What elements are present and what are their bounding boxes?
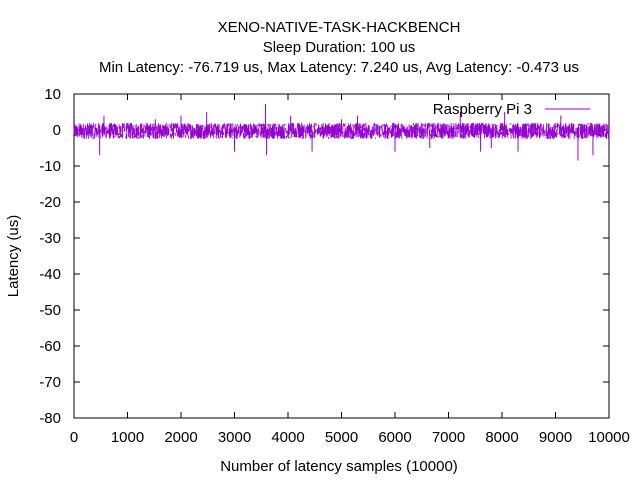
x-tick-label: 1000 (111, 429, 144, 446)
y-tick-label: -20 (39, 194, 61, 211)
y-tick-label: -80 (39, 410, 61, 427)
x-tick-label: 10000 (588, 429, 630, 446)
y-tick-label: 10 (44, 86, 61, 103)
plot-frame (73, 93, 610, 419)
legend-label: Raspberry Pi 3 (433, 101, 532, 118)
x-tick-label: 5000 (325, 429, 358, 446)
x-axis-label: Number of latency samples (10000) (220, 458, 458, 475)
chart-subtitle-sleep: Sleep Duration: 100 us (263, 39, 416, 56)
y-tick-label: -50 (39, 302, 61, 319)
y-tick-label: -70 (39, 374, 61, 391)
chart-subtitle-stats: Min Latency: -76.719 us, Max Latency: 7.… (99, 59, 579, 76)
x-tick-label: 2000 (164, 429, 197, 446)
chart-title: XENO-NATIVE-TASK-HACKBENCH (218, 19, 461, 36)
x-tick-label: 6000 (378, 429, 411, 446)
series-raspberry-pi-3 (73, 104, 610, 161)
x-tick-label: 8000 (485, 429, 518, 446)
x-tick-label: 3000 (218, 429, 251, 446)
x-tick-label: 9000 (539, 429, 572, 446)
y-tick-label: -60 (39, 338, 61, 355)
series-trace (73, 122, 610, 139)
x-tick-label: 0 (70, 429, 78, 446)
y-tick-label: -40 (39, 266, 61, 283)
x-tick-label: 7000 (432, 429, 465, 446)
x-tick-label: 4000 (271, 429, 304, 446)
legend: Raspberry Pi 3 (433, 101, 590, 118)
y-tick-label: -30 (39, 230, 61, 247)
y-tick-label: -10 (39, 158, 61, 175)
axis-ticks: 0 1000 2000 3000 4000 5000 6000 7000 8000 9000 100… (39, 86, 630, 446)
y-tick-label: 0 (53, 122, 61, 139)
y-axis-label: Latency (us) (5, 215, 22, 298)
